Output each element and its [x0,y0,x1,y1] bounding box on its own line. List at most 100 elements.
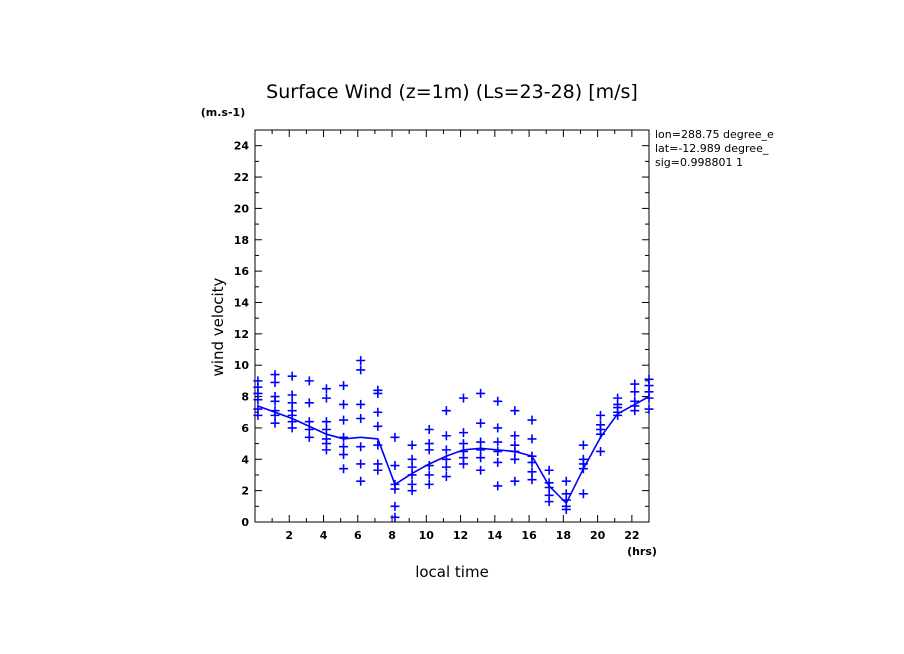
data-point [373,388,383,398]
data-point [578,464,588,474]
data-point [476,445,486,455]
data-point [476,453,486,463]
data-point [321,445,331,455]
x-axis-label: local time [415,563,489,581]
mean-line [257,395,650,505]
data-point [304,432,314,442]
info-line-sig: sig=0.998801 1 [655,156,743,169]
data-point [270,396,280,406]
y-axis-label: wind velocity [209,277,227,376]
data-point [287,423,297,433]
data-point [458,393,468,403]
y-tick-label: 6 [241,422,249,435]
y-tick-label: 10 [234,359,250,372]
data-point [287,371,297,381]
data-point [407,486,417,496]
data-point [321,417,331,427]
data-point [356,365,366,375]
data-point [321,384,331,394]
data-point [493,437,503,447]
data-point [253,410,263,420]
data-point [596,429,606,439]
data-point [441,454,451,464]
data-point [407,470,417,480]
data-point [373,440,383,450]
x-tick-label: 20 [590,529,606,542]
plot-frame [254,129,650,523]
data-point [630,406,640,416]
y-tick-label: 16 [234,265,250,278]
data-point [561,476,571,486]
data-point [441,406,451,416]
data-point [407,462,417,472]
data-point [424,470,434,480]
data-point [356,459,366,469]
data-point [390,512,400,522]
data-point [270,370,280,380]
data-point [578,440,588,450]
x-tick-label: 2 [285,529,293,542]
x-tick-label: 16 [521,529,537,542]
x-tick-label: 4 [320,529,328,542]
data-point [644,393,654,403]
data-point [544,483,554,493]
data-point [544,465,554,475]
data-point [493,396,503,406]
data-point [544,497,554,507]
data-point [476,388,486,398]
data-point [373,407,383,417]
data-point [493,481,503,491]
data-marks [253,355,654,522]
data-point [339,450,349,460]
data-point [441,445,451,455]
data-point [458,439,468,449]
data-point [321,424,331,434]
x-tick-label: 8 [388,529,396,542]
info-line-lat: lat=-12.989 degree_ [655,142,769,155]
data-point [596,410,606,420]
data-point [458,459,468,469]
data-point [613,410,623,420]
data-point [356,442,366,452]
data-point [356,355,366,365]
data-point [510,406,520,416]
data-point [304,417,314,427]
x-tick-label: 22 [624,529,639,542]
data-point [510,476,520,486]
chart-title: Surface Wind (z=1m) (Ls=23-28) [m/s] [266,81,638,103]
data-point [270,410,280,420]
data-point [339,464,349,474]
data-point [527,434,537,444]
y-tick-label: 8 [241,391,249,404]
data-point [644,404,654,414]
x-tick-label: 18 [556,529,571,542]
data-point [596,446,606,456]
data-point [270,377,280,387]
data-point [407,440,417,450]
data-point [424,445,434,455]
data-point [270,418,280,428]
data-point [561,504,571,514]
data-point [304,398,314,408]
y-tick-label: 14 [234,296,250,309]
info-line-lon: lon=288.75 degree_e [655,128,774,141]
data-point [339,442,349,452]
data-point [356,399,366,409]
data-point [356,476,366,486]
data-point [390,461,400,471]
data-point [424,424,434,434]
y-tick-label: 2 [241,485,249,498]
data-point [390,432,400,442]
data-point [339,399,349,409]
data-point [476,465,486,475]
data-point [390,501,400,511]
y-tick-label: 18 [234,234,249,247]
data-point [493,457,503,467]
data-point [527,475,537,485]
data-point [373,421,383,431]
data-point [527,415,537,425]
x-unit-label: (hrs) [627,545,657,558]
data-point [339,415,349,425]
